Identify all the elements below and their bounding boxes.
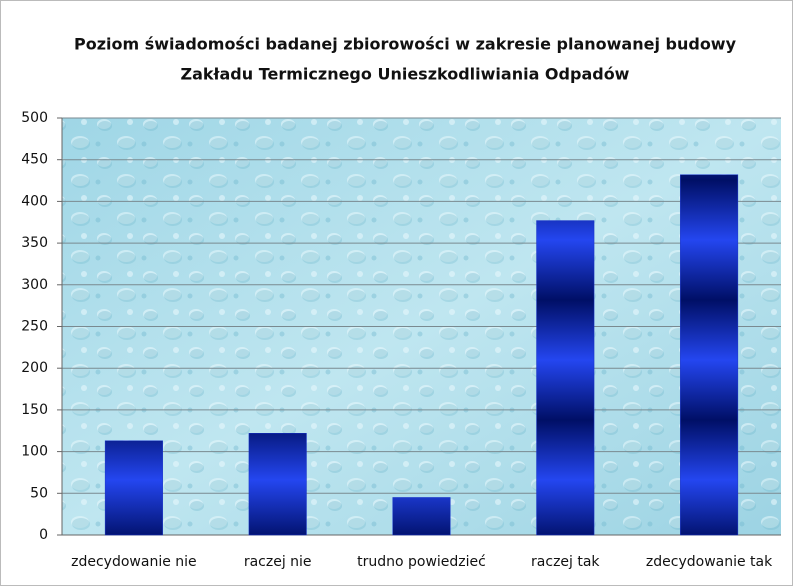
x-tick-label: zdecydowanie tak — [646, 554, 773, 570]
x-tick-label: trudno powiedzieć — [357, 554, 486, 570]
y-tick-label: 250 — [21, 319, 48, 335]
x-tick-label: raczej tak — [531, 554, 600, 570]
chart-title: Poziom świadomości badanej zbiorowości w… — [74, 35, 737, 54]
chart-title: Zakładu Termicznego Unieszkodliwiania Od… — [181, 65, 630, 84]
bar — [392, 497, 451, 536]
y-tick-label: 500 — [21, 110, 48, 126]
y-tick-label: 200 — [21, 360, 48, 376]
y-tick-label: 50 — [30, 485, 48, 501]
y-tick-label: 100 — [21, 444, 48, 460]
y-tick-label: 300 — [21, 277, 48, 293]
y-tick-label: 150 — [21, 402, 48, 418]
y-tick-label: 0 — [39, 527, 48, 543]
x-tick-label: zdecydowanie nie — [71, 554, 197, 570]
bar — [104, 440, 163, 536]
y-tick-label: 400 — [21, 193, 48, 209]
bar — [536, 220, 595, 536]
bar — [680, 174, 739, 536]
x-tick-label: raczej nie — [244, 554, 312, 570]
y-tick-label: 350 — [21, 235, 48, 251]
bar — [248, 433, 307, 536]
y-tick-label: 450 — [21, 152, 48, 168]
